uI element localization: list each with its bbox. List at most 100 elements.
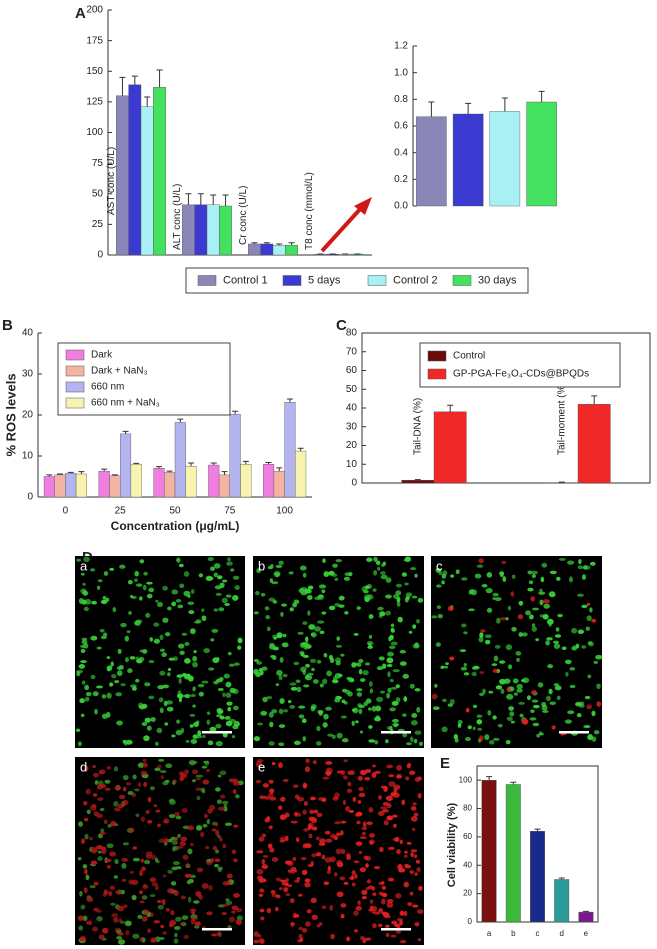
cell [414,730,422,735]
cell [206,818,211,825]
cell [156,601,163,608]
cell [472,666,477,670]
cell [236,915,243,921]
cell [406,841,412,845]
cell [156,727,163,734]
y-tick-label: 50 [346,384,358,395]
cell [450,574,455,578]
cell [591,618,597,623]
cell [455,569,460,575]
cell [104,779,111,784]
bar [194,204,208,256]
cell [112,607,117,613]
cell [577,565,584,570]
cell [279,657,284,663]
cell [289,607,294,612]
cell [438,571,443,576]
cell [409,870,415,874]
cell [113,875,119,879]
cell [279,839,286,843]
cell [98,770,103,775]
cell [413,738,418,744]
cell [310,705,316,712]
cell [516,683,523,690]
cell [376,566,381,571]
cell [269,721,274,728]
cell [569,684,576,689]
cell [553,683,559,687]
cell [383,786,388,792]
error-bar [288,242,295,246]
cell [142,584,147,591]
cell [181,673,188,677]
cell [143,782,148,788]
cell [331,573,338,577]
cell [386,657,394,664]
cell [531,574,536,579]
cell [371,772,377,779]
cell [368,614,374,619]
cell [278,708,284,715]
cell [266,907,271,914]
cell [377,606,384,611]
cell [461,623,467,628]
cell [237,645,242,650]
cell [541,701,547,707]
cell [529,614,534,620]
cell [109,851,117,857]
cell [219,582,225,589]
cell [410,849,418,853]
cell [587,641,593,646]
cell [325,761,333,765]
cell [256,661,263,665]
cell [165,763,173,769]
cell [496,685,502,690]
cell [94,780,99,785]
cell [323,881,330,886]
cell [142,762,148,768]
cell [117,932,124,936]
cell [219,770,227,776]
cell [84,833,89,840]
cell [233,892,240,899]
cell [195,774,203,778]
bar [505,784,521,923]
cell [231,849,237,855]
error-bar [263,242,270,244]
y-tick-label: 100 [86,127,103,138]
cell [77,741,82,747]
cell [436,605,441,610]
cell [358,708,363,715]
cell [382,561,386,566]
cell [364,585,370,590]
cell [303,828,310,832]
cell [355,720,359,724]
bar [481,779,497,923]
cell [327,865,331,871]
cell [510,591,515,597]
cell [124,920,132,927]
cell [217,774,222,778]
cell [227,557,231,562]
cell [271,761,276,766]
cell [132,846,138,850]
cell [281,603,288,607]
cell [84,696,90,702]
x-tick-label: d [559,929,563,938]
cell [416,909,424,914]
cell [224,602,230,606]
cell [167,838,173,843]
cell [175,599,182,603]
cell [416,867,421,873]
cell [476,719,483,725]
cell [147,796,152,803]
cell [330,933,335,940]
cell [479,692,485,697]
cell [209,726,217,732]
cell [82,864,88,869]
cell [538,591,546,595]
y-tick-label: 10 [346,459,358,470]
cell [215,741,223,747]
cell [205,860,213,866]
cell [536,733,541,738]
